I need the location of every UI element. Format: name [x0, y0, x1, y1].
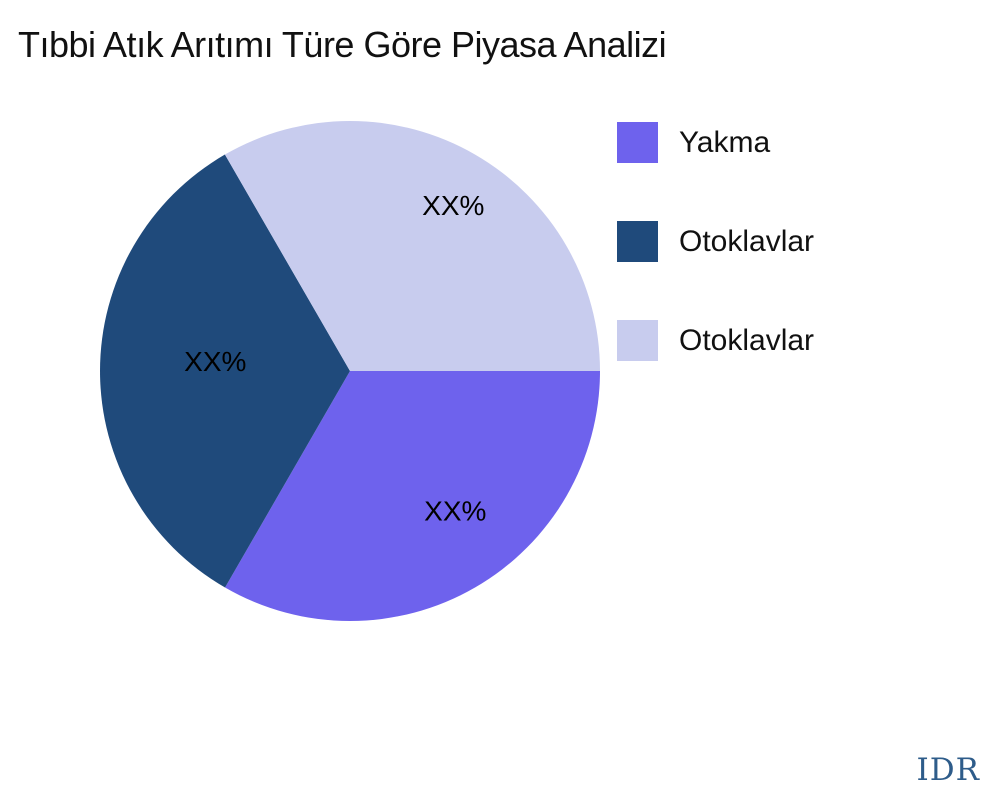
legend-label: Otoklavlar: [679, 224, 815, 258]
pie-slice-label-0: XX%: [424, 495, 486, 526]
pie-slice-otoklavlar-2: [224, 121, 600, 371]
watermark: IDR: [916, 752, 980, 788]
pie-chart: XX% XX% XX%: [100, 121, 600, 621]
legend-item-yakma: Yakma: [617, 122, 814, 163]
legend-label: Otoklavlar: [679, 323, 815, 357]
legend: Yakma Otoklavlar Otoklavlar: [617, 122, 814, 419]
legend-swatch-otoklavlar-2: [617, 320, 658, 361]
pie-slice-label-1: XX%: [184, 346, 246, 377]
legend-label: Yakma: [679, 125, 771, 159]
legend-swatch-otoklavlar-1: [617, 221, 658, 262]
pie-slice-label-2: XX%: [422, 190, 484, 221]
legend-item-otoklavlar-1: Otoklavlar: [617, 221, 814, 262]
chart-title: Tıbbi Atık Arıtımı Türe Göre Piyasa Anal…: [18, 24, 667, 65]
legend-item-otoklavlar-2: Otoklavlar: [617, 320, 814, 361]
pie-slice-otoklavlar-1: [100, 154, 350, 588]
legend-swatch-yakma: [617, 122, 658, 163]
pie-slice-yakma-0: [225, 371, 600, 621]
